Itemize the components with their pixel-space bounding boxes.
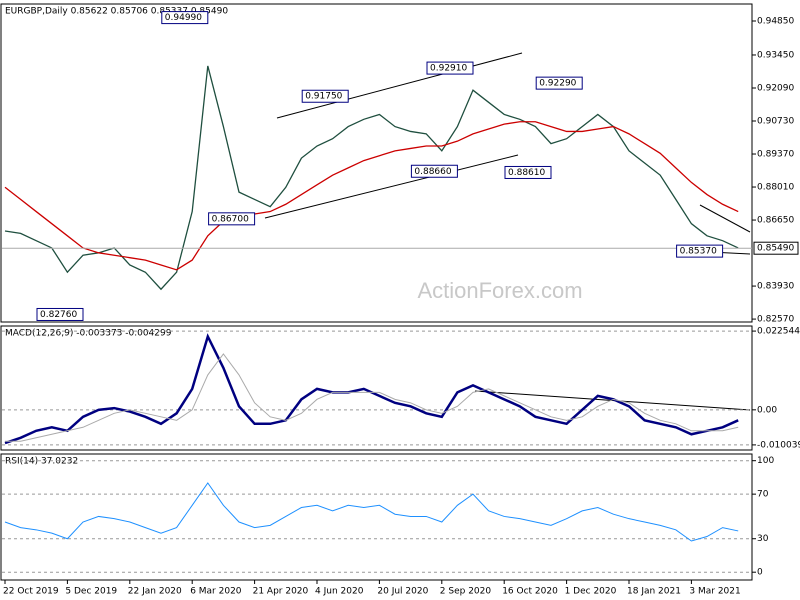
price-label-box [161,11,209,25]
series-line [4,65,739,291]
x-tick-label: 5 Dec 2019 [65,587,117,597]
y-tick-label: -0.010039 [757,440,800,450]
price-label: 0.88610 [508,168,545,178]
price-header: EURGBP,Daily 0.85622 0.85706 0.85337 0.8… [5,7,228,17]
y-tick-label: 0.90730 [757,117,794,127]
price-label-box [36,307,84,321]
x-tick-label: 3 Mar 2021 [689,587,740,597]
x-tick-label: 22 Oct 2019 [3,587,59,597]
series-line [4,121,739,271]
price-label-box [410,164,458,178]
x-tick-label: 2 Sep 2020 [440,587,492,597]
price-label-box [301,89,349,103]
y-tick-label: 0.82570 [757,315,794,325]
series-line [5,353,739,442]
price-panel [0,3,753,323]
series-line [4,482,739,542]
trend-line [474,390,751,411]
macd-header: MACD(12,26,9) -0.003373 -0.004299 [5,329,172,339]
y-tick-label: 0.92090 [757,83,794,93]
price-label-box [504,165,552,179]
macd-panel [0,325,753,451]
price-label: 0.92290 [539,79,576,89]
rsi-panel [0,453,753,581]
y-tick-label: 0 [757,568,763,578]
price-label: 0.91750 [305,92,342,102]
y-tick-label: 0.83930 [757,282,794,292]
rsi-header: RSI(14) 37.0232 [5,457,78,467]
x-tick-label: 18 Jan 2021 [627,587,681,597]
price-label: 0.86700 [212,214,249,224]
y-tick-label: 30 [757,534,769,544]
y-tick-label: 0.93450 [757,50,794,60]
y-tick-label: 0.022544 [757,327,800,337]
trend-line [264,154,519,219]
last-price-label: 0.85490 [757,244,794,254]
x-tick-label: 20 Jul 2020 [377,587,428,597]
x-tick-label: 21 Apr 2020 [253,587,309,597]
x-tick-label: 1 Dec 2020 [565,587,617,597]
y-tick-label: 70 [757,490,769,500]
x-tick-label: 6 Mar 2020 [190,587,242,597]
x-tick-label: 4 Jun 2020 [315,587,364,597]
watermark: ActionForex.com [417,278,582,303]
x-tick-label: 22 Jan 2020 [128,587,182,597]
y-tick-label: 0.00 [757,405,777,415]
y-tick-label: 0.88010 [757,183,794,193]
price-label: 0.85370 [680,247,717,257]
price-label: 0.82760 [40,310,77,320]
price-label-box [208,212,256,226]
y-tick-label: 0.94850 [757,16,794,26]
trend-line [276,52,523,119]
price-label-box [426,61,474,75]
price-label: 0.94990 [165,13,202,23]
y-tick-label: 100 [757,456,774,466]
price-label: 0.92910 [430,64,467,74]
y-tick-label: 0.89370 [757,150,794,160]
trend-line [699,204,751,233]
price-label: 0.88660 [414,167,451,177]
x-tick-label: 16 Oct 2020 [502,587,558,597]
y-tick-label: 0.86650 [757,216,794,226]
price-label-box [676,244,724,258]
last-price-box [753,241,799,255]
price-label-box [535,76,583,90]
